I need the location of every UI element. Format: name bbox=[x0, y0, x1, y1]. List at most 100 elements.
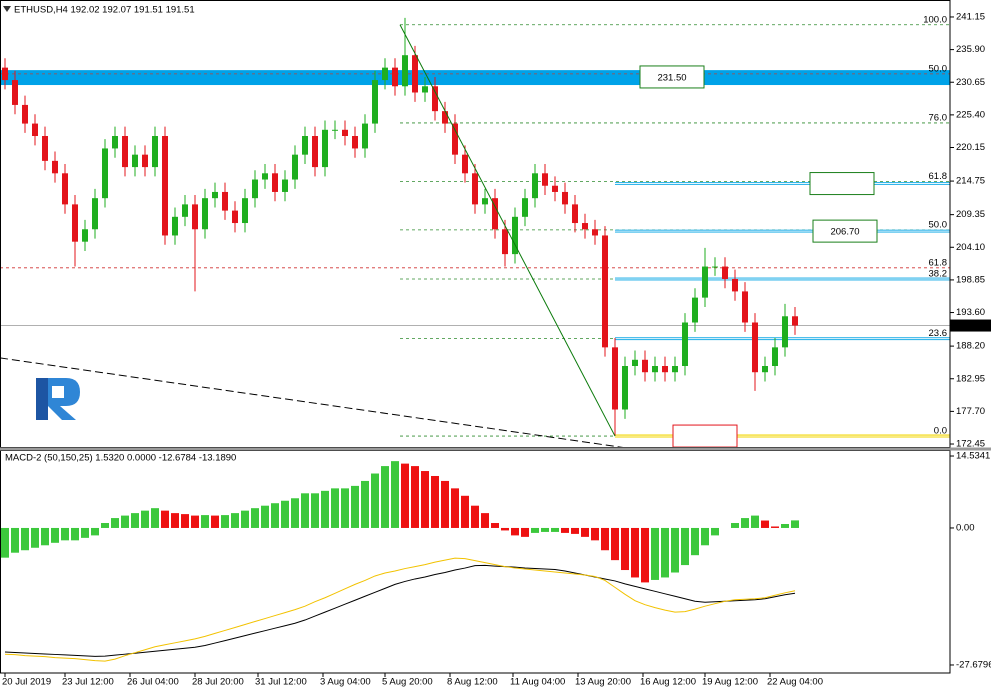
x-tick-label: 22 Aug 04:00 bbox=[767, 677, 823, 688]
main-panel: 100.050.076.061.850.061.838.223.60.0231.… bbox=[0, 14, 950, 447]
level-label: 206.70 bbox=[830, 227, 859, 238]
macd-bar bbox=[641, 527, 649, 583]
candle-body bbox=[772, 347, 778, 367]
candle-body bbox=[332, 129, 338, 131]
y-tick-label: 204.10 bbox=[956, 242, 985, 253]
current-price-label: 191.51 bbox=[956, 320, 985, 331]
candle-body bbox=[142, 154, 148, 168]
macd-bar bbox=[511, 527, 519, 536]
candle-body bbox=[602, 235, 608, 348]
macd-bar bbox=[541, 527, 549, 532]
y-tick-label: 230.65 bbox=[956, 77, 985, 88]
candle-body bbox=[762, 366, 768, 373]
x-tick-label: 16 Aug 12:00 bbox=[640, 677, 696, 688]
macd-bar bbox=[551, 527, 559, 532]
macd-bar bbox=[201, 515, 209, 528]
candle-body bbox=[172, 216, 178, 236]
fib-label: 50.0 bbox=[929, 219, 948, 230]
candle-body bbox=[672, 366, 678, 373]
candle-body bbox=[182, 204, 188, 217]
macd-bar bbox=[741, 518, 749, 528]
macd-bar bbox=[21, 527, 29, 551]
candle-body bbox=[682, 322, 688, 367]
candle-body bbox=[782, 316, 788, 348]
macd-bar bbox=[591, 527, 599, 541]
title-icon bbox=[3, 6, 11, 12]
macd-bar bbox=[771, 526, 779, 528]
chart-title: ETHUSD,H4 192.02 192.07 191.51 191.51 bbox=[14, 5, 195, 16]
candle-body bbox=[652, 366, 658, 373]
candle-body bbox=[552, 185, 558, 192]
macd-bar bbox=[341, 488, 349, 528]
candle-body bbox=[732, 278, 738, 292]
macd-bar bbox=[321, 490, 329, 528]
candle-body bbox=[442, 111, 448, 124]
candle-body bbox=[152, 136, 158, 168]
macd-bar bbox=[391, 461, 399, 528]
macd-bar bbox=[271, 503, 279, 528]
macd-bar bbox=[181, 514, 189, 528]
candle-body bbox=[722, 266, 728, 279]
fib-label: 76.0 bbox=[929, 112, 948, 123]
macd-bar bbox=[41, 527, 49, 546]
macd-bar bbox=[411, 466, 419, 528]
macd-bar bbox=[471, 505, 479, 528]
macd-bar bbox=[221, 515, 229, 528]
macd-bar bbox=[241, 510, 249, 528]
candle-body bbox=[582, 223, 588, 230]
candle-body bbox=[642, 359, 648, 373]
macd-bar bbox=[31, 527, 39, 548]
x-tick-label: 20 Jul 2019 bbox=[2, 677, 51, 688]
y-tick-label: 214.75 bbox=[956, 176, 985, 187]
candle-body bbox=[622, 366, 628, 410]
y-tick-label: 172.45 bbox=[956, 439, 985, 450]
fib-label: 38.2 bbox=[929, 268, 948, 279]
candle-body bbox=[32, 123, 38, 137]
candle-body bbox=[612, 347, 618, 410]
fib-label: 23.6 bbox=[929, 328, 948, 339]
macd-bar bbox=[401, 463, 409, 528]
macd-bar bbox=[441, 480, 449, 528]
candle-body bbox=[2, 67, 8, 81]
candle-body bbox=[712, 266, 718, 268]
macd-bar bbox=[571, 527, 579, 534]
y-tick-label: 225.40 bbox=[956, 109, 985, 120]
logo-stem bbox=[36, 378, 48, 420]
candle-body bbox=[122, 136, 128, 168]
candle-body bbox=[522, 198, 528, 217]
candle-body bbox=[192, 204, 198, 230]
x-tick-label: 31 Jul 12:00 bbox=[255, 677, 307, 688]
macd-bar bbox=[51, 527, 59, 543]
macd-bar bbox=[521, 527, 529, 537]
y-tick-label: 220.15 bbox=[956, 142, 985, 153]
macd-bar bbox=[281, 500, 289, 528]
candle-body bbox=[572, 204, 578, 224]
candle-body bbox=[752, 322, 758, 373]
candle-body bbox=[262, 173, 268, 180]
current-price-box bbox=[950, 319, 991, 332]
resistance-zone bbox=[0, 70, 950, 86]
candle-body bbox=[322, 129, 328, 168]
y-tick-label: 241.15 bbox=[956, 11, 985, 22]
macd-bar bbox=[601, 527, 609, 551]
candle-body bbox=[532, 173, 538, 199]
candle-body bbox=[402, 55, 408, 87]
candle-body bbox=[202, 198, 208, 230]
candle-body bbox=[512, 216, 518, 255]
y-tick-label: 235.90 bbox=[956, 44, 985, 55]
candle-body bbox=[292, 154, 298, 180]
level-label-box bbox=[639, 65, 705, 89]
candle-body bbox=[382, 67, 388, 81]
candle-body bbox=[212, 191, 218, 199]
macd-bar bbox=[791, 520, 799, 528]
macd-bar bbox=[681, 527, 689, 566]
y-tick-label: 0.00 bbox=[956, 522, 975, 533]
macd-bar bbox=[191, 515, 199, 528]
candle-body bbox=[272, 173, 278, 192]
candle-body bbox=[422, 86, 428, 93]
candle-body bbox=[432, 86, 438, 112]
macd-line bbox=[4, 557, 796, 662]
y-tick-label: 182.95 bbox=[956, 373, 985, 384]
candle-body bbox=[302, 136, 308, 155]
level-label: 231.50 bbox=[657, 72, 686, 83]
